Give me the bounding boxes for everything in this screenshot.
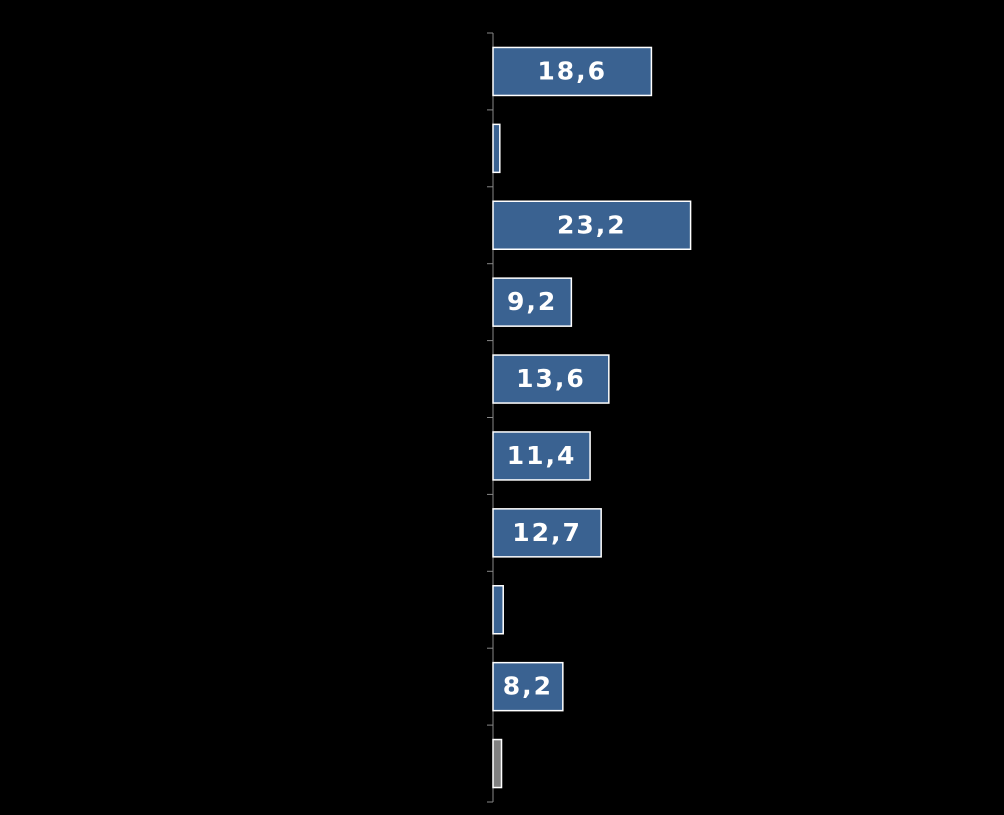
data-label: 9,2 [507,287,557,316]
bar [492,46,653,97]
bar [492,661,564,712]
bar [492,200,692,250]
data-label: 18,6 [537,56,607,85]
data-label: 11,4 [507,441,577,470]
data-label: 13,6 [516,364,586,393]
bar [492,585,504,635]
data-label: 8,2 [503,672,553,701]
data-label: 12,7 [512,518,582,547]
bar [492,354,610,404]
data-label: 23,2 [557,210,627,239]
bar [492,123,501,174]
bar [492,508,602,558]
bar [492,277,573,327]
bar [492,738,503,789]
bar [492,431,591,481]
